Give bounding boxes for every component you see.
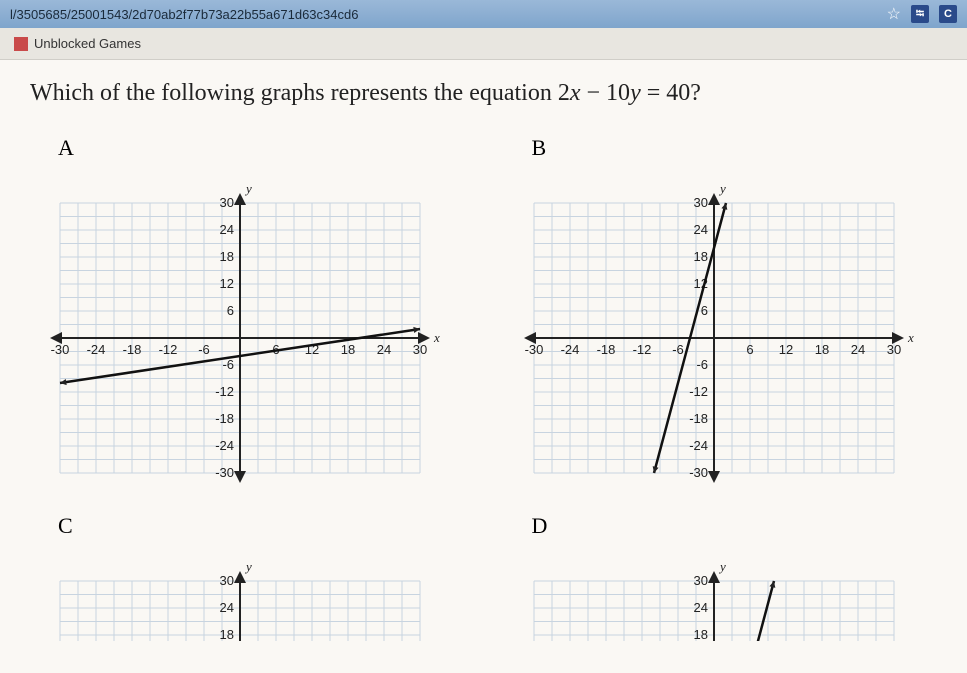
option-a[interactable]: A6-612-1218-1824-2430-306-612-1218-1824-…	[30, 135, 464, 503]
svg-text:6: 6	[746, 342, 753, 357]
svg-text:-24: -24	[689, 438, 708, 453]
svg-text:12: 12	[220, 276, 234, 291]
question-text: Which of the following graphs represents…	[30, 80, 937, 107]
svg-text:-30: -30	[215, 465, 234, 480]
svg-text:24: 24	[850, 342, 864, 357]
svg-text:-6: -6	[672, 342, 684, 357]
svg-text:-24: -24	[87, 342, 106, 357]
bookmarks-bar: Unblocked Games	[0, 28, 967, 60]
svg-text:12: 12	[778, 342, 792, 357]
svg-text:y: y	[244, 181, 252, 196]
svg-text:y: y	[244, 559, 252, 574]
svg-text:-24: -24	[560, 342, 579, 357]
svg-text:-12: -12	[632, 342, 651, 357]
svg-text:24: 24	[377, 342, 391, 357]
svg-text:-18: -18	[596, 342, 615, 357]
graph-plot: 6-612-1218-1824-2430-306-612-1218-1824-2…	[504, 551, 924, 641]
graph-plot: 6-612-1218-1824-2430-306-612-1218-1824-2…	[30, 173, 450, 503]
svg-text:x: x	[433, 330, 440, 345]
svg-text:-30: -30	[524, 342, 543, 357]
svg-text:30: 30	[220, 195, 234, 210]
svg-text:-30: -30	[689, 465, 708, 480]
svg-text:24: 24	[220, 222, 234, 237]
svg-text:30: 30	[886, 342, 900, 357]
svg-text:x: x	[907, 330, 914, 345]
svg-text:30: 30	[693, 195, 707, 210]
svg-text:-30: -30	[51, 342, 70, 357]
option-label: C	[58, 513, 464, 539]
svg-text:6: 6	[227, 303, 234, 318]
bookmark-favicon-icon	[14, 37, 28, 51]
url-bar-actions: ☆ ⭾ C	[887, 4, 957, 24]
svg-text:18: 18	[693, 627, 707, 641]
extension-c-icon[interactable]: C	[939, 5, 957, 23]
svg-text:30: 30	[220, 573, 234, 588]
svg-text:-12: -12	[215, 384, 234, 399]
option-c[interactable]: C6-612-1218-1824-2430-306-612-1218-1824-…	[30, 513, 464, 641]
url-text: l/3505685/25001543/2d70ab2f77b73a22b55a6…	[10, 7, 358, 22]
page-content: Which of the following graphs represents…	[0, 60, 967, 673]
bookmark-link[interactable]: Unblocked Games	[34, 36, 141, 51]
extension-icon[interactable]: ⭾	[911, 5, 929, 23]
svg-text:-12: -12	[159, 342, 178, 357]
svg-text:24: 24	[693, 222, 707, 237]
svg-text:24: 24	[693, 600, 707, 615]
svg-text:y: y	[718, 559, 726, 574]
svg-text:-6: -6	[696, 357, 708, 372]
option-label: D	[532, 513, 938, 539]
option-b[interactable]: B6-612-1218-1824-2430-306-612-1218-1824-…	[504, 135, 938, 503]
svg-text:18: 18	[220, 249, 234, 264]
svg-text:6: 6	[700, 303, 707, 318]
bookmark-star-icon[interactable]: ☆	[887, 4, 901, 24]
svg-text:30: 30	[693, 573, 707, 588]
svg-text:-18: -18	[215, 411, 234, 426]
option-label: B	[532, 135, 938, 161]
svg-text:-24: -24	[215, 438, 234, 453]
svg-text:-18: -18	[689, 411, 708, 426]
svg-text:18: 18	[341, 342, 355, 357]
option-label: A	[58, 135, 464, 161]
svg-text:18: 18	[220, 627, 234, 641]
svg-text:-12: -12	[689, 384, 708, 399]
graph-plot: 6-612-1218-1824-2430-306-612-1218-1824-2…	[504, 173, 924, 503]
browser-url-bar: l/3505685/25001543/2d70ab2f77b73a22b55a6…	[0, 0, 967, 28]
svg-text:30: 30	[413, 342, 427, 357]
svg-text:y: y	[718, 181, 726, 196]
svg-text:-6: -6	[198, 342, 210, 357]
svg-text:18: 18	[693, 249, 707, 264]
answer-options-grid: A 6 -6 12 -12 18 -18 24 -24 30 -30 6 -6 12 -12 18 -18 24 -…	[30, 135, 937, 641]
svg-text:-18: -18	[123, 342, 142, 357]
option-d[interactable]: D6-612-1218-1824-2430-306-612-1218-1824-…	[504, 513, 938, 641]
graph-plot: 6-612-1218-1824-2430-306-612-1218-1824-2…	[30, 551, 450, 641]
svg-text:24: 24	[220, 600, 234, 615]
svg-text:18: 18	[814, 342, 828, 357]
